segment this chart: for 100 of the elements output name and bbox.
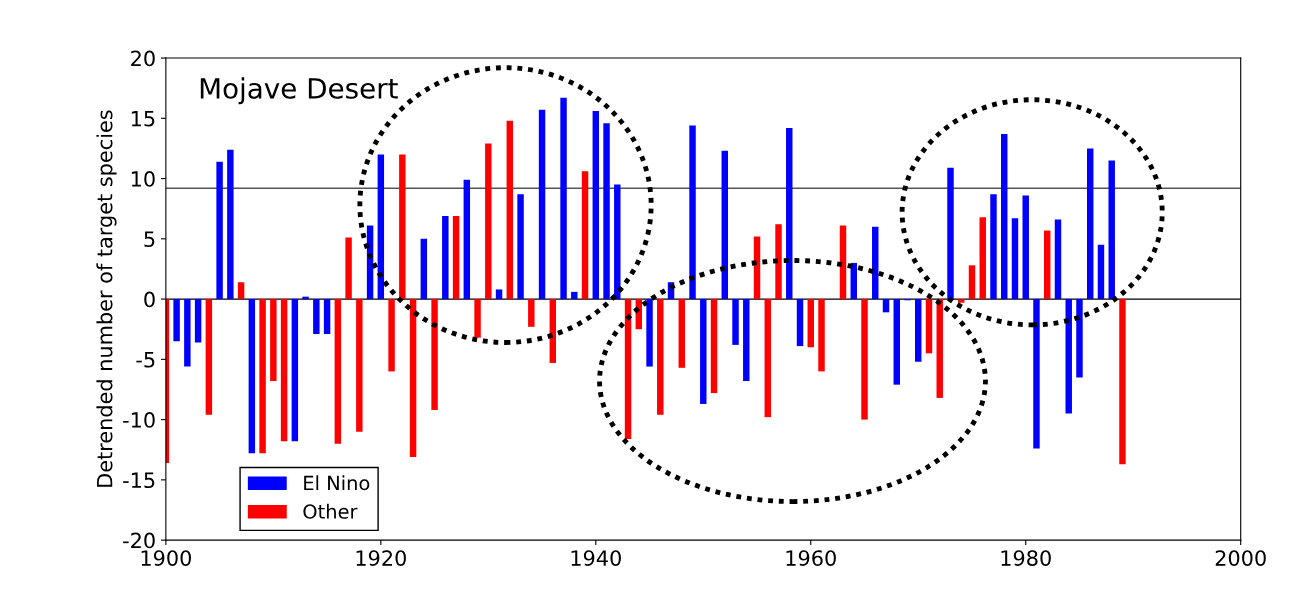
bar bbox=[796, 299, 804, 347]
bar bbox=[743, 299, 750, 382]
bar bbox=[764, 299, 771, 418]
bar bbox=[958, 299, 965, 303]
legend-label: Other bbox=[303, 503, 358, 519]
bar bbox=[549, 299, 557, 363]
bar bbox=[377, 154, 385, 300]
y-tick-label: -10 bbox=[123, 412, 155, 428]
bar bbox=[560, 97, 567, 300]
bar bbox=[839, 225, 847, 300]
x-tick-label: 1940 bbox=[571, 550, 621, 566]
bar bbox=[775, 224, 782, 300]
bar bbox=[861, 299, 868, 420]
bar bbox=[571, 291, 578, 300]
bar bbox=[506, 120, 514, 300]
bar bbox=[1054, 219, 1062, 300]
text: Mojave Desert bbox=[200, 77, 398, 105]
bar bbox=[1119, 299, 1126, 465]
bar bbox=[313, 299, 320, 335]
bar bbox=[753, 236, 761, 300]
x-tick-label: 2000 bbox=[1215, 550, 1266, 566]
bar bbox=[1087, 148, 1094, 300]
bar bbox=[818, 299, 825, 372]
bar bbox=[979, 217, 986, 300]
bar bbox=[323, 299, 331, 335]
bar bbox=[184, 299, 191, 367]
bar bbox=[700, 299, 707, 404]
y-tick-label: 5 bbox=[144, 231, 155, 248]
bar bbox=[538, 109, 546, 300]
bar bbox=[399, 154, 406, 300]
bar bbox=[452, 215, 460, 300]
bar bbox=[334, 299, 342, 444]
bar bbox=[227, 149, 234, 300]
bar bbox=[194, 299, 202, 343]
bar bbox=[388, 299, 395, 372]
bar bbox=[603, 123, 610, 300]
bar bbox=[968, 265, 976, 300]
bar bbox=[216, 161, 223, 300]
bar bbox=[420, 238, 428, 300]
bar bbox=[237, 282, 245, 300]
y-tick-label: 20 bbox=[131, 50, 155, 67]
bar bbox=[872, 226, 879, 300]
bar bbox=[259, 299, 266, 454]
bar bbox=[173, 299, 180, 342]
bar bbox=[291, 299, 299, 442]
bar bbox=[614, 184, 621, 300]
bar bbox=[528, 299, 535, 327]
bar bbox=[431, 299, 438, 410]
y-tick-label: 10 bbox=[131, 171, 155, 187]
y-tick-label: 0 bbox=[144, 291, 155, 308]
bar bbox=[786, 127, 793, 300]
bar bbox=[1108, 160, 1115, 300]
bar bbox=[495, 289, 503, 300]
x-tick-label: 1900 bbox=[141, 550, 191, 566]
bar bbox=[280, 299, 288, 442]
bar bbox=[947, 167, 954, 300]
bar bbox=[732, 299, 739, 345]
x-tick-label: 1980 bbox=[1001, 550, 1051, 566]
bar bbox=[442, 215, 449, 300]
y-tick-label: -15 bbox=[123, 472, 155, 489]
bar bbox=[1044, 230, 1051, 300]
bar bbox=[345, 237, 352, 300]
bar bbox=[807, 299, 814, 348]
bar bbox=[581, 171, 589, 300]
x-tick-label: 1920 bbox=[356, 550, 406, 566]
bar bbox=[1065, 299, 1072, 414]
bar bbox=[409, 299, 417, 457]
bar bbox=[678, 299, 686, 368]
legend-label: El Nino bbox=[304, 475, 370, 491]
bar bbox=[248, 299, 256, 454]
y-tick-label: 15 bbox=[131, 111, 155, 127]
bar bbox=[710, 299, 718, 394]
bar bbox=[1011, 218, 1019, 300]
bar bbox=[624, 299, 632, 439]
bar bbox=[915, 299, 922, 362]
bar bbox=[517, 194, 524, 300]
bar bbox=[474, 299, 481, 338]
bar bbox=[657, 299, 664, 415]
x-tick-label: 1960 bbox=[786, 550, 836, 566]
bar bbox=[592, 111, 600, 300]
bar bbox=[850, 262, 857, 300]
bar bbox=[205, 299, 213, 415]
y-tick-label: -20 bbox=[123, 532, 155, 549]
bar bbox=[270, 299, 277, 382]
bar bbox=[893, 299, 900, 385]
bar bbox=[646, 299, 653, 367]
bar bbox=[485, 143, 492, 300]
bar bbox=[1001, 133, 1008, 300]
bar bbox=[1097, 244, 1105, 300]
bar bbox=[689, 125, 696, 300]
bar bbox=[1022, 195, 1029, 300]
bar bbox=[1076, 299, 1083, 378]
bar bbox=[936, 299, 943, 398]
bar bbox=[721, 150, 728, 300]
bar bbox=[463, 179, 471, 300]
bar bbox=[990, 194, 997, 300]
bar bbox=[1033, 299, 1040, 449]
bar bbox=[882, 299, 890, 313]
bar bbox=[925, 299, 933, 354]
y-axis-title: Detrended number of target species bbox=[96, 110, 117, 487]
